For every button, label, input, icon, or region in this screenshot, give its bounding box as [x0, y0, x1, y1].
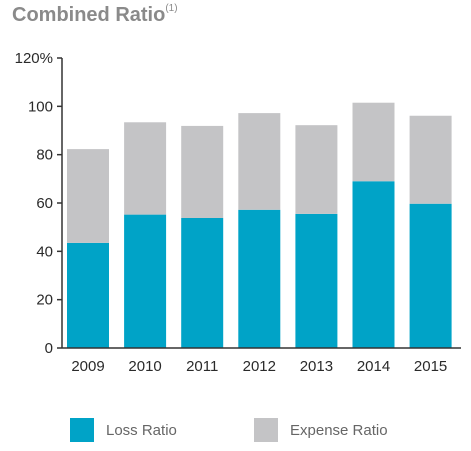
x-tick-label: 2013	[300, 358, 333, 375]
bar-expense-ratio-2010	[124, 122, 167, 215]
x-tick-label: 2009	[71, 358, 104, 375]
bar-loss-ratio-2010	[124, 214, 167, 348]
legend-swatch-loss-ratio	[70, 418, 94, 442]
title-footnote-marker: (1)	[165, 3, 178, 15]
bar-loss-ratio-2013	[295, 213, 338, 348]
x-tick-label: 2011	[186, 358, 218, 375]
bar-loss-ratio-2014	[352, 181, 395, 348]
y-tick-label: 20	[36, 292, 53, 309]
y-tick-label: 40	[36, 243, 53, 260]
y-tick-label: 0	[45, 340, 53, 357]
bar-expense-ratio-2012	[238, 113, 281, 210]
legend-item-expense-ratio: Expense Ratio	[254, 418, 388, 442]
x-tick-label: 2010	[128, 358, 161, 375]
y-tick-label: 60	[36, 195, 53, 212]
legend-swatch-expense-ratio	[254, 418, 278, 442]
bar-loss-ratio-2009	[67, 242, 109, 348]
y-tick-label: 100	[28, 98, 53, 115]
chart-title: Combined Ratio(1)	[12, 3, 178, 27]
bar-loss-ratio-2011	[181, 217, 224, 348]
legend-item-loss-ratio: Loss Ratio	[70, 418, 177, 442]
bar-expense-ratio-2014	[352, 102, 395, 182]
bar-loss-ratio-2015	[409, 203, 452, 348]
x-tick-label: 2015	[414, 358, 447, 375]
y-tick-label: 120%	[15, 50, 53, 67]
bar-loss-ratio-2012	[238, 209, 281, 348]
chart-title-text: Combined Ratio	[12, 4, 166, 26]
bar-expense-ratio-2015	[409, 115, 452, 204]
x-tick-label: 2012	[243, 358, 276, 375]
y-tick-label: 80	[36, 147, 53, 164]
bar-expense-ratio-2011	[181, 125, 224, 218]
bar-expense-ratio-2013	[295, 125, 338, 214]
x-tick-label: 2014	[357, 358, 390, 375]
legend-label-expense-ratio: Expense Ratio	[290, 421, 388, 439]
legend-label-loss-ratio: Loss Ratio	[106, 421, 177, 439]
bar-expense-ratio-2009	[67, 149, 109, 243]
